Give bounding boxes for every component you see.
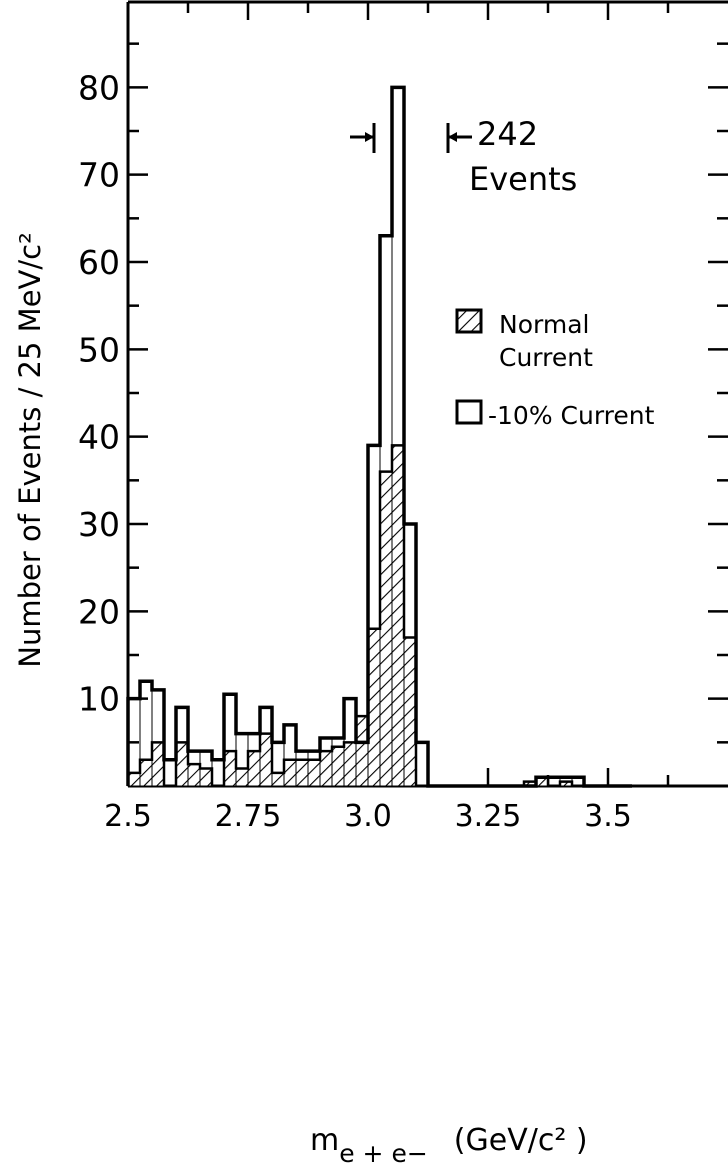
x-axis-label: me + e− (GeV/c² )	[310, 1123, 588, 1164]
bar-normal-current	[332, 746, 344, 786]
bar-normal-current	[524, 781, 536, 786]
y-tick-label: 70	[78, 156, 120, 195]
y-tick-label: 60	[78, 243, 120, 282]
bar-minus10-current	[163, 759, 177, 787]
y-tick-label: 50	[78, 330, 120, 369]
bar-minus10-current	[211, 759, 225, 787]
y-tick-label: 40	[78, 418, 120, 457]
bar-normal-current	[272, 772, 284, 786]
x-tick-label: 2.75	[215, 799, 282, 834]
annotation-events: Events	[469, 160, 577, 198]
bar-normal-current	[296, 759, 308, 786]
x-axis-label-units: (GeV/c² )	[454, 1123, 588, 1158]
bar-normal-current	[536, 777, 548, 786]
legend-label-normal-line2: Current	[499, 343, 593, 372]
bar-minus10-current	[415, 741, 429, 787]
y-tick-label: 20	[78, 592, 120, 631]
bar-normal-current	[368, 628, 380, 786]
bar-normal-current	[320, 751, 332, 786]
bar-normal-current	[392, 445, 404, 786]
legend-label-open: -10% Current	[488, 401, 655, 430]
bar-normal-current	[176, 742, 188, 786]
text-layer: Number of Events / 25 MeV/c² me + e− (GeV…	[13, 68, 655, 1168]
bar-normal-current	[140, 759, 152, 786]
bar-normal-current	[560, 781, 572, 786]
x-axis-label-subscript: e + e−	[339, 1139, 428, 1164]
bar-normal-current	[356, 716, 368, 786]
bar-normal-current	[308, 759, 320, 786]
bar-normal-current	[284, 759, 296, 786]
x-tick-label: 3.25	[455, 799, 522, 834]
annotation-left-arrowhead	[365, 132, 374, 142]
legend-swatch-minus10-current	[455, 399, 483, 425]
bar-normal-current	[248, 751, 260, 786]
legend-swatch-normal-current	[455, 308, 483, 334]
series-minus10-current-outline	[126, 85, 632, 788]
x-tick-label: 3.5	[584, 799, 632, 834]
x-tick-label: 2.5	[104, 799, 152, 834]
y-tick-label: 80	[78, 68, 120, 107]
bar-normal-current	[188, 764, 200, 786]
legend-label-normal-line1: Normal	[499, 310, 589, 339]
bar-normal-current	[344, 742, 356, 786]
bars-layer	[126, 85, 632, 788]
y-axis-label: Number of Events / 25 MeV/c²	[13, 232, 47, 667]
bar-normal-current	[152, 742, 164, 786]
bar-normal-current	[200, 768, 212, 786]
bar-normal-current	[224, 751, 236, 786]
y-tick-label: 10	[78, 680, 120, 719]
bar-normal-current	[260, 733, 272, 786]
bar-normal-current	[128, 772, 140, 786]
annotation-count: 242	[477, 115, 538, 153]
annotation-right-arrowhead	[448, 132, 457, 142]
bar-normal-current	[404, 637, 416, 786]
y-tick-label: 30	[78, 505, 120, 544]
bar-normal-current	[236, 768, 248, 786]
axes-layer	[126, 0, 728, 788]
x-axis-label-main: m	[310, 1123, 339, 1158]
x-tick-label: 3.0	[344, 799, 392, 834]
bar-normal-current	[380, 471, 392, 786]
